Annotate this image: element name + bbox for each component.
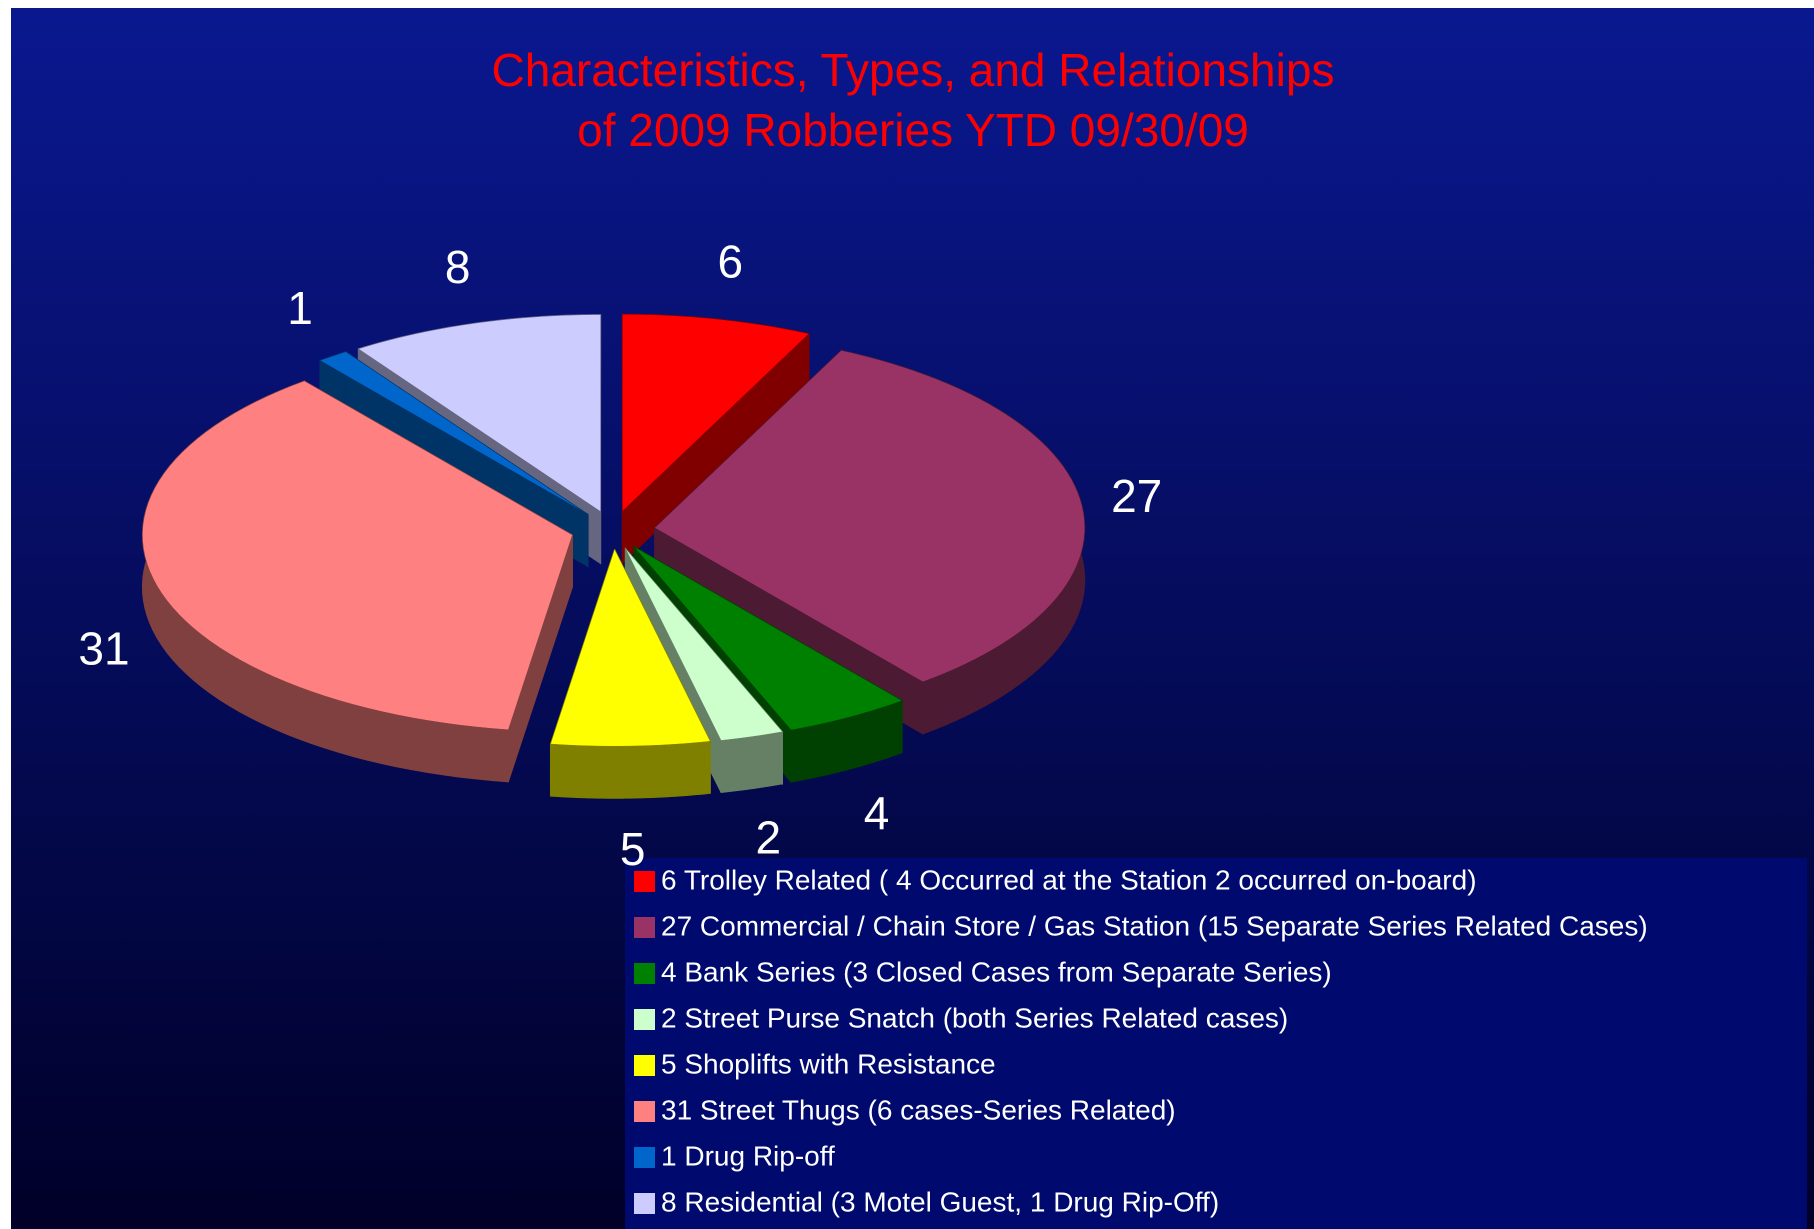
data-label: 8	[445, 241, 471, 293]
slice	[141, 380, 573, 783]
legend-entry: 1 Drug Rip-off	[661, 1140, 835, 1171]
slice-top	[319, 351, 589, 515]
chart-title: of 2009 Robberies YTD 09/30/09	[577, 104, 1249, 156]
legend-swatch	[634, 917, 655, 938]
legend-swatch	[634, 1055, 655, 1076]
slice-top	[357, 314, 601, 513]
legend-box	[625, 858, 1807, 1229]
legend-swatch	[634, 1009, 655, 1030]
slice	[654, 349, 1086, 735]
slice-top	[622, 313, 810, 512]
legend-swatch	[634, 963, 655, 984]
legend-swatch	[634, 1147, 655, 1168]
chart-title: Characteristics, Types, and Relationship…	[492, 44, 1335, 96]
slice-top	[633, 546, 903, 731]
legend-entry: 4 Bank Series (3 Closed Cases from Separ…	[661, 956, 1332, 987]
slice	[621, 313, 810, 565]
slice-top	[142, 380, 573, 731]
data-label: 4	[864, 787, 890, 839]
data-label: 1	[287, 282, 313, 334]
data-label: 5	[620, 823, 646, 875]
slice-wall	[549, 740, 711, 799]
legend-entry: 8 Residential (3 Motel Guest, 1 Drug Rip…	[661, 1186, 1219, 1217]
slice-top	[550, 548, 711, 747]
legend-entry: 5 Shoplifts with Resistance	[661, 1048, 996, 1079]
slice-top	[625, 548, 783, 741]
legend-swatch	[634, 1101, 655, 1122]
data-label: 6	[717, 236, 743, 288]
legend-entry: 2 Street Purse Snatch (both Series Relat…	[661, 1002, 1288, 1033]
legend-entry: 31 Street Thugs (6 cases-Series Related)	[661, 1094, 1176, 1125]
legend-entry: 6 Trolley Related ( 4 Occurred at the St…	[661, 864, 1477, 895]
data-label: 2	[756, 811, 782, 863]
legend-swatch	[634, 1193, 655, 1214]
data-label: 31	[78, 622, 129, 674]
data-label: 27	[1111, 470, 1162, 522]
slice-top	[654, 350, 1085, 683]
legend-swatch	[634, 871, 655, 892]
slice	[549, 548, 711, 799]
slice-wall	[720, 731, 783, 794]
legend-entry: 27 Commercial / Chain Store / Gas Statio…	[661, 910, 1648, 941]
